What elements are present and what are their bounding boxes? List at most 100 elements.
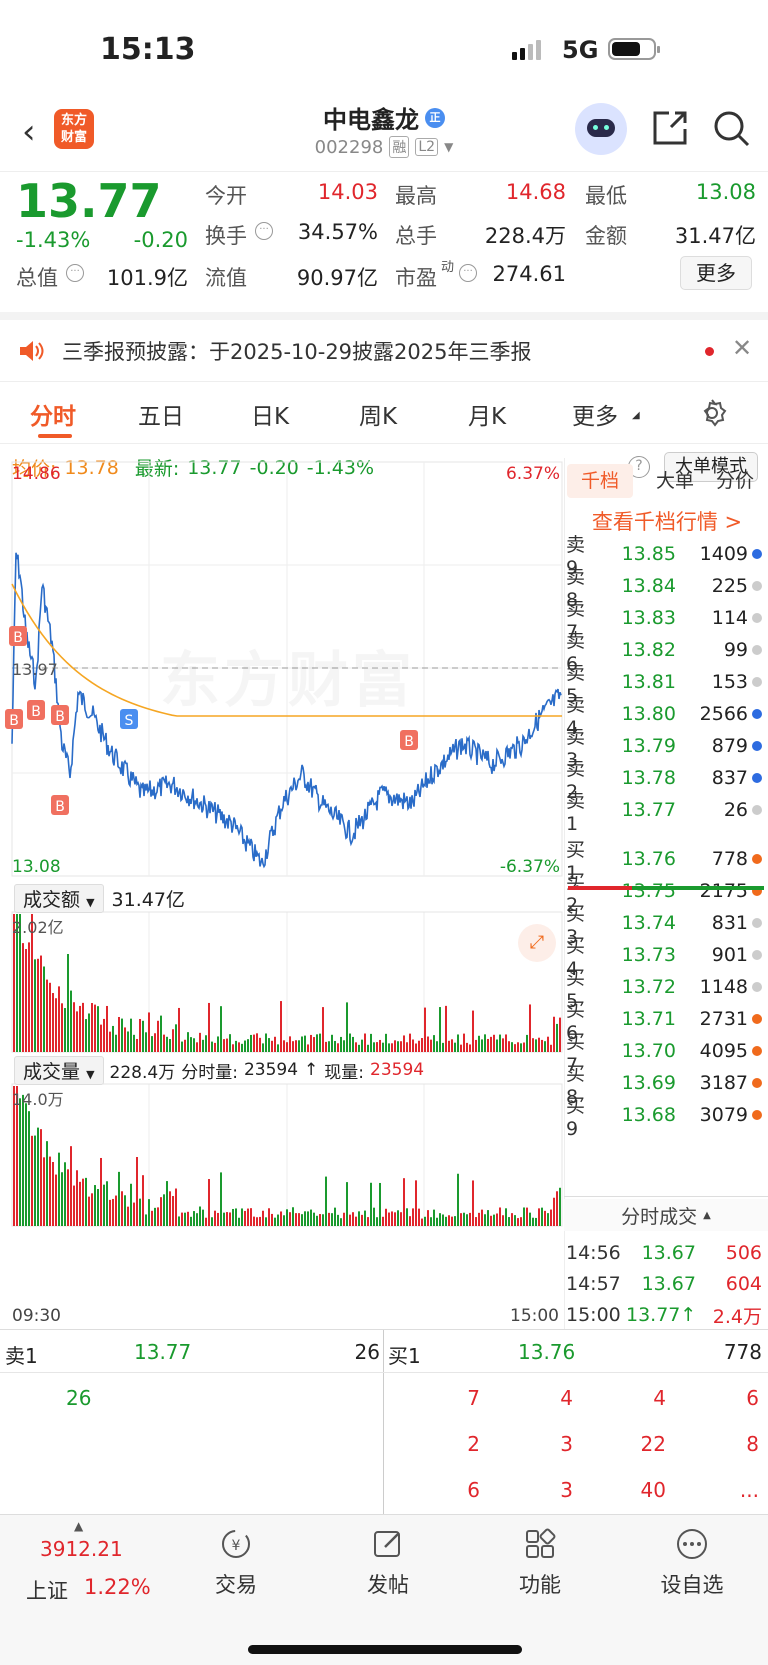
ask-level[interactable]: 卖8 13.84 225 [566, 566, 764, 611]
post-button[interactable]: 发帖 [348, 1527, 428, 1599]
tab-more[interactable]: 更多 [572, 404, 618, 430]
axis-mid: 13.97 [12, 660, 58, 679]
ask-level[interactable]: 卖7 13.83 114 [566, 598, 764, 643]
ask-level[interactable]: 卖1 13.77 26 [566, 790, 764, 835]
ask-level[interactable]: 卖6 13.82 99 [566, 630, 764, 675]
bid-level[interactable]: 买1 13.76 778 [566, 839, 764, 884]
tab-weekly[interactable]: 周K [359, 404, 398, 430]
queue-bid-order: 4 [560, 1386, 573, 1410]
queue-bid-order: 3 [560, 1432, 573, 1456]
tab-price-dist[interactable]: 分价 [715, 470, 754, 492]
bid-level[interactable]: 买8 13.69 3187 [566, 1063, 764, 1108]
tick-volume: 604 [725, 1273, 762, 1295]
ask-level[interactable]: 卖3 13.79 879 [566, 726, 764, 771]
volume-panel-header: 成交量 ▼ 228.4万 分时量: 23594 ↑ 现量: 23594 [14, 1055, 424, 1085]
level-volume: 26 [723, 799, 748, 821]
divider [383, 1330, 384, 1515]
robot-avatar[interactable] [575, 103, 627, 155]
bid-level[interactable]: 买5 13.72 1148 [566, 967, 764, 1012]
tab-5day[interactable]: 五日 [138, 404, 184, 430]
index-value[interactable]: 3912.21 [40, 1537, 123, 1561]
queue-bid-order: 2 [467, 1432, 480, 1456]
more-button[interactable]: 更多 [680, 256, 752, 290]
bid-level[interactable]: 买4 13.73 901 [566, 935, 764, 980]
ask-level[interactable]: 卖4 13.80 2566 [566, 694, 764, 739]
queue-bid-order: ... [739, 1478, 759, 1502]
search-icon[interactable] [712, 109, 752, 149]
tab-depth[interactable]: 千档 [567, 464, 633, 498]
tick-price: 13.67 [641, 1242, 696, 1264]
low-label: 最低 [585, 184, 627, 208]
tick-price: 13.77↑ [626, 1304, 697, 1326]
level-volume: 1409 [699, 543, 748, 565]
level-label: 卖1 [566, 789, 586, 835]
expand-icon[interactable]: ⤢ [518, 924, 556, 962]
functions-button[interactable]: 功能 [500, 1527, 580, 1599]
level-volume: 3079 [699, 1104, 748, 1126]
close-icon[interactable]: ✕ [732, 334, 753, 362]
chevron-down-icon: ▼ [86, 895, 95, 909]
float-value: 90.97亿 [296, 266, 378, 290]
bottom-toolbar: ▲ 3912.21 上证 1.22% ¥ 交易 发帖 功能 设自选 [0, 1514, 768, 1665]
ask-level[interactable]: 卖9 13.85 1409 [566, 534, 764, 579]
bid-level[interactable]: 买7 13.70 4095 [566, 1031, 764, 1076]
back-icon[interactable]: ‹ [22, 112, 36, 152]
level-dot [752, 886, 762, 896]
ticks-header[interactable]: 分时成交 ▲ [564, 1199, 768, 1231]
ask-level[interactable]: 卖2 13.78 837 [566, 758, 764, 803]
info-icon[interactable]: ··· [66, 264, 84, 282]
depth-link[interactable]: 查看千档行情 > [591, 510, 743, 534]
level-label: 买1 [566, 838, 586, 884]
pe-label: 市盈 [395, 266, 437, 290]
info-icon[interactable]: ··· [255, 222, 273, 240]
grid-icon [526, 1528, 556, 1558]
queue-ask-label: 卖1 [5, 1344, 38, 1368]
level-label: 卖8 [566, 565, 586, 611]
gear-icon[interactable] [697, 398, 727, 428]
level-price: 13.78 [621, 767, 676, 789]
tab-daily[interactable]: 日K [251, 404, 290, 430]
amount-selector[interactable]: 成交额 ▼ [14, 883, 104, 913]
tab-intraday[interactable]: 分时 [30, 404, 76, 430]
latest-label: 最新: [134, 458, 180, 480]
volume-value: 228.4万 [484, 224, 566, 248]
level-dot [752, 805, 762, 815]
tab-monthly[interactable]: 月K [468, 404, 507, 430]
tick-row: 14:57 13.67 604 [566, 1267, 764, 1301]
level-price: 13.79 [621, 735, 676, 757]
level-price: 13.72 [621, 976, 676, 998]
level-volume: 2566 [699, 703, 748, 725]
bid-level[interactable]: 买2 13.75 2175 [566, 871, 764, 916]
add-watchlist-button[interactable]: 设自选 [652, 1527, 732, 1599]
queue-bid-order: 8 [746, 1432, 759, 1456]
tick-volume: 506 [725, 1242, 762, 1264]
badge-icon: 正 [425, 107, 445, 128]
trade-button[interactable]: ¥ 交易 [196, 1527, 276, 1599]
tab-big-orders[interactable]: 大单 [655, 470, 694, 492]
bid-level[interactable]: 买6 13.71 2731 [566, 999, 764, 1044]
info-icon[interactable]: ··· [459, 264, 477, 282]
pe-sup: 动 [441, 260, 455, 275]
chevron-down-icon[interactable]: ▼ [444, 140, 454, 154]
trade-marker [120, 709, 138, 729]
level-dot [752, 741, 762, 751]
order-book-panel: 千档 大单 分价 查看千档行情 > [564, 458, 768, 1329]
volume-selector[interactable]: 成交量 ▼ [14, 1055, 104, 1085]
home-indicator [248, 1645, 522, 1654]
ask-level[interactable]: 卖5 13.81 153 [566, 662, 764, 707]
bid-level[interactable]: 买9 13.68 3079 [566, 1095, 764, 1140]
queue-bid-order: 40 [640, 1478, 666, 1502]
level-price: 13.80 [621, 703, 676, 725]
big-order-mode-button[interactable]: 大单模式 [664, 452, 758, 482]
axis-bottom-pct: -6.37% [499, 857, 560, 877]
edit-icon [374, 1531, 400, 1557]
level-label: 买5 [566, 966, 586, 1012]
stock-title[interactable]: 中电鑫龙 正 [0, 100, 768, 135]
notice-bar[interactable]: 三季报预披露：于2025-10-29披露2025年三季报 ✕ [0, 320, 768, 382]
bid-ratio-bar [632, 886, 764, 890]
share-icon[interactable] [651, 109, 689, 147]
bid-level[interactable]: 买3 13.74 831 [566, 903, 764, 948]
functions-label: 功能 [519, 1573, 561, 1597]
turnover-label: 换手 [205, 224, 247, 248]
